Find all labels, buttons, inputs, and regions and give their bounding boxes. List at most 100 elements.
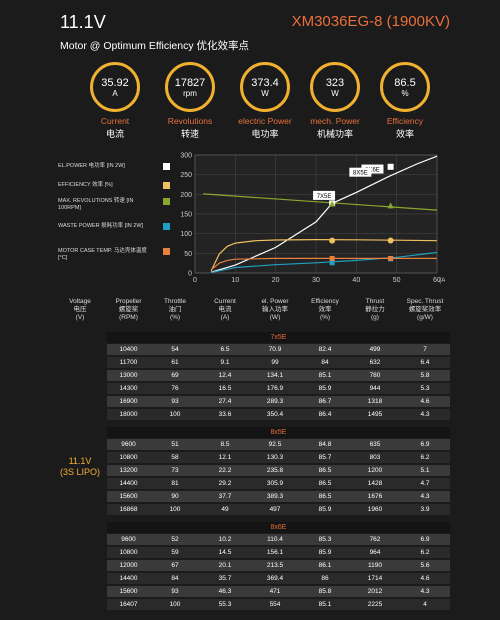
table-cell: 134.1 [266,372,284,379]
gauge-label: electric Power [238,116,292,126]
table-cell: 52 [171,536,179,543]
table-cell: 84.8 [318,441,332,448]
gauge-value: 373.4 [251,76,279,89]
gauge-value: 86.5 [394,76,416,89]
marker-efficiency [387,237,394,244]
prop-section-header: 8x6E [107,522,450,533]
legend-item: EFFICIENCY 效率 [%] [58,182,170,189]
table-cell: 4 [423,601,427,608]
table-cell: 10.2 [218,536,232,543]
voltage-label: 11.1V (3S LIPO) [59,456,100,477]
table-row: 10400 54 6.5 70.9 82.4 499 7 [107,344,450,355]
table-cell: 86 [321,575,329,582]
gauge-value: 323 [325,76,345,89]
legend-item: EL.POWER 电功率 [IN 2W] [58,163,170,170]
table-cell: 58 [171,454,179,461]
gauge-label-cn: 电流 [105,129,124,139]
table-cell: 13200 [119,467,138,474]
gauge-0: 35.92 A Current 电流 [85,62,145,140]
table-cell: 12.4 [218,372,232,379]
table-cell: 554 [269,601,281,608]
annotation-label: 8X6E [365,168,380,174]
table-cell: 86.4 [318,411,332,418]
table-cell: 964 [369,549,381,556]
table-cell: 100 [169,601,181,608]
table-cell: 85.9 [318,549,332,556]
column-header: Throttle 油门 (%) [163,298,187,321]
gauge-ring: 323 W [310,62,360,112]
marker-waste [329,260,335,266]
column-header: Spec. Thrust 螺旋桨效率 (g/W) [406,298,444,321]
table-row: 16868 100 49 497 85.9 1960 3.9 [107,504,450,515]
column-header: Thrust 静拉力 (g) [365,298,385,321]
table-cell: 85.3 [318,536,332,543]
y-tick-label: 250 [180,172,192,179]
gauge-unit: rpm [183,88,197,98]
table-row: 15600 90 37.7 389.3 86.5 1676 4.3 [107,491,450,502]
table-row: 11700 61 9.1 99 84 632 6.4 [107,357,450,368]
table-cell: 84 [171,575,179,582]
y-tick-label: 200 [180,192,192,199]
gauge-4: 86.5% Efficiency 效率 [375,62,435,140]
legend-text: EL.POWER 电功率 [IN 2W] [58,163,125,169]
gauge-ring: 373.4 W [240,62,290,112]
table-cell: 5.6 [420,562,430,569]
legend-text: WASTE POWER 损耗功率 [IN 2W] [58,223,144,229]
table-cell: 2012 [367,588,383,595]
x-tick-label: 20 [272,277,280,284]
table-cell: 27.4 [218,398,232,405]
subtitle: Motor @ Optimum Efficiency 优化效率点 [60,40,249,52]
legend-text: MOTOR CASE TEMP. 马达壳体温度 [°C] [58,248,147,261]
table-cell: 780 [369,372,381,379]
table-cell: 14300 [119,385,138,392]
table-cell: 10800 [119,454,138,461]
table-cell: 85.1 [318,372,332,379]
table-cell: 9.1 [220,359,230,366]
table-cell: 85.9 [318,506,332,513]
table-cell: 16407 [119,601,138,608]
gauge-unit: A [112,88,118,98]
table-cell: 29.2 [218,480,232,487]
table-cell: 4.3 [420,588,430,595]
table-cell: 6.9 [420,441,430,448]
table-cell: 20.1 [218,562,232,569]
legend-item: MOTOR CASE TEMP. 马达壳体温度 [°C] [58,248,170,262]
table-cell: 76 [171,385,179,392]
table-cell: 176.9 [266,385,284,392]
y-tick-label: 150 [180,212,192,219]
column-header: Efficiency 效率 (%) [311,298,339,321]
x-tick-label: 40 [352,277,360,284]
series-line-temp [210,257,437,271]
table-cell: 156.1 [266,549,284,556]
table-cell: 1495 [367,411,383,418]
table-cell: 1676 [367,493,383,500]
table-cell: 6.5 [220,346,230,353]
table-cell: 3.9 [420,506,430,513]
table-cell: 85.1 [318,601,332,608]
x-tick-label: 10 [231,277,239,284]
table-row: 14400 84 35.7 369.4 86 1714 4.6 [107,573,450,584]
gauge-label: Revolutions [167,116,213,126]
table-row: 9600 51 8.5 92.5 84.8 635 6.9 [107,439,450,450]
table-cell: 33.6 [218,411,232,418]
table-cell: 1428 [367,480,383,487]
gauge-1: 17827 rpm Revolutions 转速 [160,62,220,140]
legend-swatch [163,198,170,205]
x-tick-label: 0 [193,277,197,284]
table-cell: 4.6 [420,398,430,405]
table-cell: 235.8 [266,467,284,474]
table-cell: 289.3 [266,398,284,405]
table-row: 13200 73 22.2 235.8 86.5 1200 5.1 [107,465,450,476]
table-cell: 99 [271,359,279,366]
column-header: Propeller 螺旋桨 (RPM) [115,298,142,321]
marker-revolutions [387,202,394,209]
table-cell: 14400 [119,480,138,487]
legend-item: MAX. REVOLUTIONS 转速 [IN 100RPM] [58,198,170,212]
gauge-value: 17827 [174,76,206,89]
legend-swatch [163,223,170,230]
annotation-box [313,190,336,200]
legend-swatch [163,182,170,189]
table-cell: 5.8 [420,372,430,379]
